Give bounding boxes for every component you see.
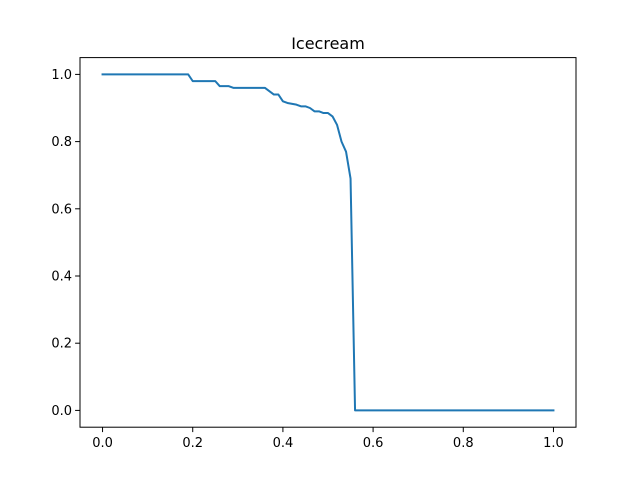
y-tick-label: 0.4 [51,270,72,285]
y-axis-ticks: 0.0 0.2 0.4 0.6 0.8 1.0 [51,68,80,419]
series-line-icecream [101,73,555,412]
x-tick-label: 0.2 [182,436,203,451]
y-tick-label: 1.0 [51,68,72,83]
x-axis-ticks: 0.0 0.2 0.4 0.6 0.8 1.0 [92,427,564,451]
y-tick-label: 0.0 [51,404,72,419]
x-tick-label: 1.0 [543,436,564,451]
y-tick-label: 0.6 [51,202,72,217]
axes-frame [79,57,577,428]
y-tick-label: 0.2 [51,337,72,352]
y-tick-label: 0.8 [51,135,72,150]
x-tick-label: 0.4 [273,436,294,451]
x-tick-label: 0.6 [363,436,384,451]
chart-title: Icecream [291,34,365,53]
series-layer [101,73,555,412]
x-tick-label: 0.0 [92,436,113,451]
x-tick-label: 0.8 [453,436,474,451]
